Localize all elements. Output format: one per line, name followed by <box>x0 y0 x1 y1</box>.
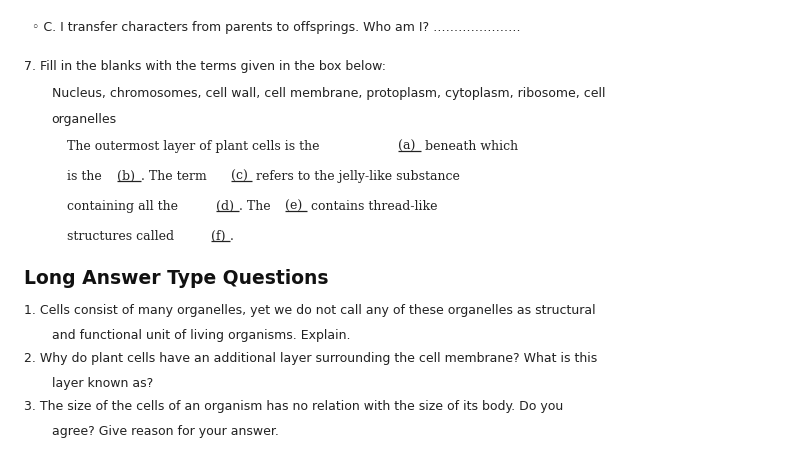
Text: . The term: . The term <box>140 170 210 183</box>
Text: layer known as?: layer known as? <box>52 377 153 390</box>
Text: contains thread-like: contains thread-like <box>307 200 438 213</box>
Text: (c): (c) <box>231 170 247 183</box>
Text: 7. Fill in the blanks with the terms given in the box below:: 7. Fill in the blanks with the terms giv… <box>24 60 385 73</box>
Text: (e): (e) <box>285 200 302 213</box>
Text: (b): (b) <box>117 170 136 183</box>
Text: is the: is the <box>67 170 106 183</box>
Text: . The: . The <box>239 200 274 213</box>
Text: ◦ C. I transfer characters from parents to offsprings. Who am I? …………………: ◦ C. I transfer characters from parents … <box>32 21 520 34</box>
Text: and functional unit of living organisms. Explain.: and functional unit of living organisms.… <box>52 329 350 342</box>
Text: Nucleus, chromosomes, cell wall, cell membrane, protoplasm, cytoplasm, ribosome,: Nucleus, chromosomes, cell wall, cell me… <box>52 87 605 100</box>
Text: The outermost layer of plant cells is the: The outermost layer of plant cells is th… <box>67 140 324 153</box>
Text: 1. Cells consist of many organelles, yet we do not call any of these organelles : 1. Cells consist of many organelles, yet… <box>24 304 596 317</box>
Text: 2. Why do plant cells have an additional layer surrounding the cell membrane? Wh: 2. Why do plant cells have an additional… <box>24 352 597 365</box>
Text: (a): (a) <box>398 140 416 153</box>
Text: (f): (f) <box>211 230 225 242</box>
Text: refers to the jelly-like substance: refers to the jelly-like substance <box>252 170 460 183</box>
Text: agree? Give reason for your answer.: agree? Give reason for your answer. <box>52 425 278 438</box>
Text: (d): (d) <box>216 200 234 213</box>
Text: containing all the: containing all the <box>67 200 182 213</box>
Text: 3. The size of the cells of an organism has no relation with the size of its bod: 3. The size of the cells of an organism … <box>24 400 563 413</box>
Text: structures called: structures called <box>67 230 178 242</box>
Text: organelles: organelles <box>52 113 117 126</box>
Text: .: . <box>229 230 233 242</box>
Text: beneath which: beneath which <box>421 140 518 153</box>
Text: Long Answer Type Questions: Long Answer Type Questions <box>24 269 328 287</box>
